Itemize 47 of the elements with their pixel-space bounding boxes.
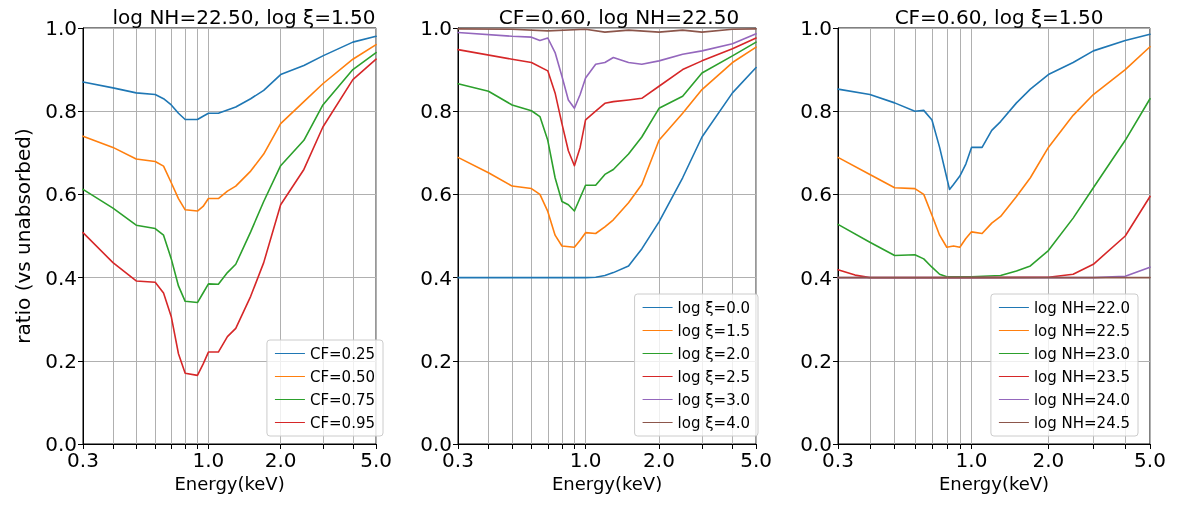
y-tick-label: 0.2	[45, 348, 77, 373]
legend-label: log ξ=2.0	[677, 344, 750, 363]
legend-label: CF=0.50	[309, 367, 376, 386]
x-axis-title: Energy(keV)	[938, 473, 1050, 495]
legend-label: log NH=23.0	[1033, 344, 1131, 363]
y-tick-label: 1.0	[45, 16, 77, 40]
legend-label: log ξ=4.0	[677, 413, 750, 432]
y-tick-label: 0.8	[420, 99, 452, 124]
y-tick-label: 0.2	[800, 348, 832, 373]
legend-label: log NH=22.0	[1033, 298, 1131, 317]
y-tick-label: 0.4	[45, 265, 77, 290]
legend-label: log NH=24.5	[1033, 413, 1131, 432]
y-tick-label: 1.0	[800, 16, 832, 40]
y-tick-label: 0.2	[420, 348, 452, 373]
x-axis-title: Energy(keV)	[174, 473, 285, 495]
x-tick-label: 1.0	[569, 448, 602, 472]
y-tick-label: 0.8	[45, 99, 77, 124]
legend-label: log ξ=0.0	[677, 298, 750, 317]
chart-title: CF=0.60, log NH=22.50	[498, 5, 740, 29]
x-tick-label: 1.0	[192, 448, 225, 472]
y-tick-label: 0.4	[800, 265, 832, 290]
y-tick-label: 1.0	[420, 16, 452, 40]
x-tick-label: 2.0	[643, 448, 675, 472]
x-axis-title: Energy(keV)	[551, 473, 663, 495]
legend-label: log ξ=3.0	[677, 390, 750, 409]
legend-label: log ξ=2.5	[677, 367, 750, 386]
y-tick-label: 0.8	[800, 99, 832, 124]
legend-label: log NH=24.0	[1033, 390, 1131, 409]
x-tick-label: 1.0	[955, 448, 988, 472]
y-tick-label: 0.4	[420, 265, 452, 290]
y-axis-title: ratio (vs unabsorbed)	[11, 128, 35, 344]
legend-label: CF=0.25	[309, 344, 376, 363]
legend-label: CF=0.95	[309, 413, 376, 432]
y-tick-label: 0.6	[45, 182, 77, 207]
x-tick-label: 2.0	[1032, 448, 1065, 472]
y-tick-label: 0.6	[420, 182, 452, 207]
chart-title: CF=0.60, log ξ=1.50	[894, 5, 1104, 29]
x-tick-label: 5.0	[360, 448, 392, 472]
legend-label: log ξ=1.5	[677, 321, 750, 340]
x-tick-label: 5.0	[740, 448, 772, 472]
x-tick-label: 5.0	[1134, 448, 1166, 472]
chart-title: log NH=22.50, log ξ=1.50	[112, 5, 376, 29]
legend-label: log NH=23.5	[1033, 367, 1131, 386]
legend-label: CF=0.75	[309, 390, 376, 409]
legend-label: log NH=22.5	[1033, 321, 1131, 340]
x-tick-label: 2.0	[264, 448, 297, 472]
y-tick-label: 0.6	[800, 182, 832, 207]
